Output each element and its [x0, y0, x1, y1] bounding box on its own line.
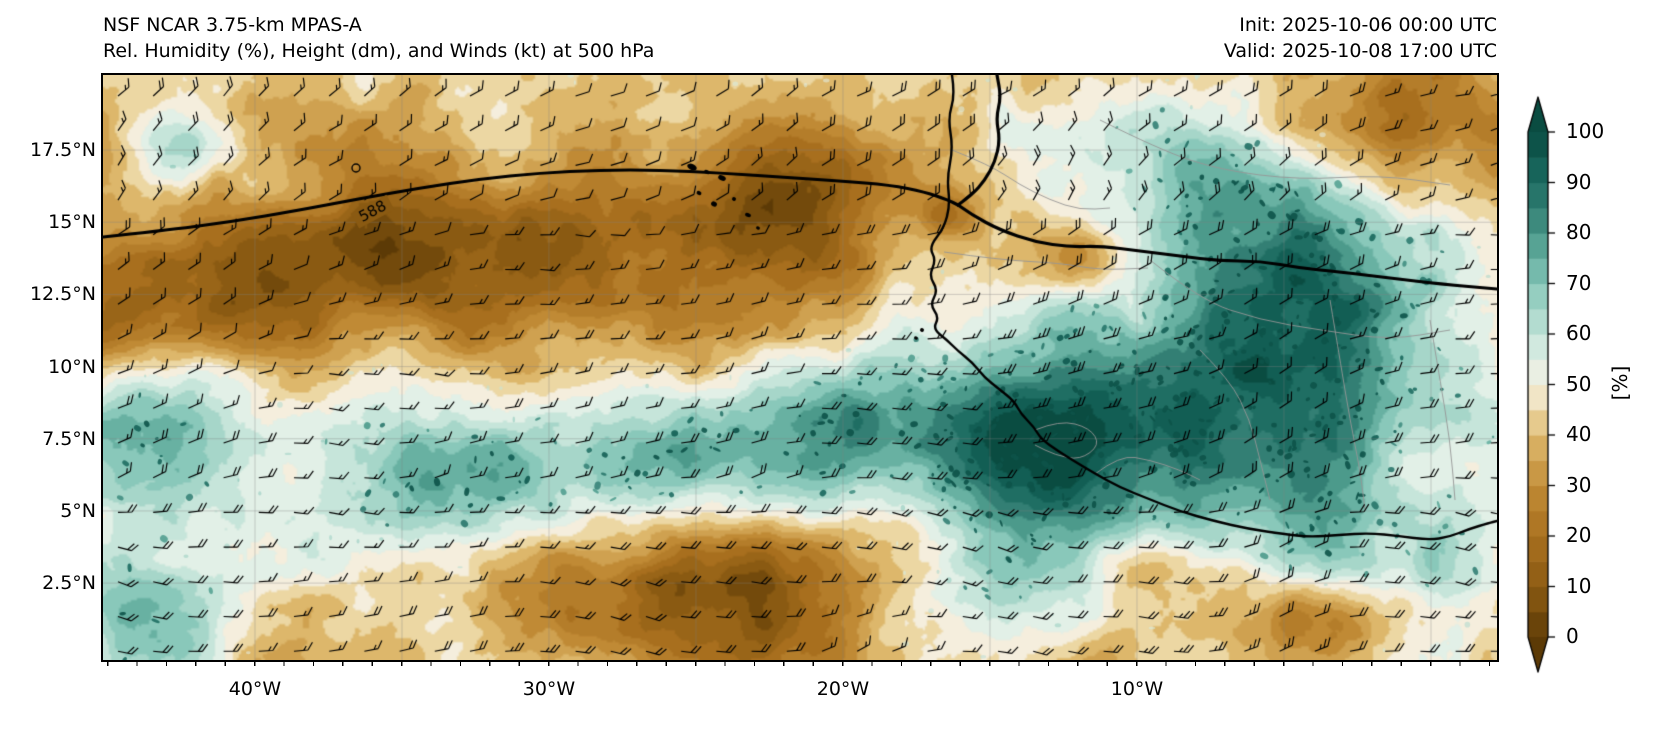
time-block: Init: 2025-10-06 00:00 UTC Valid: 2025-1… [1224, 12, 1497, 64]
lon-tick-label: 10°W [1110, 678, 1164, 700]
model-title: NSF NCAR 3.75-km MPAS-A [103, 14, 362, 36]
colorbar-tick-label: 80 [1566, 220, 1592, 244]
lon-tick-label: 20°W [816, 678, 870, 700]
lat-tick-label: 7.5°N [42, 427, 96, 450]
map-frame [101, 73, 1499, 662]
colorbar-tick-label: 100 [1566, 119, 1605, 143]
colorbar-tick-label: 50 [1566, 371, 1592, 396]
colorbar-tick-label: 40 [1566, 422, 1592, 446]
init-time: Init: 2025-10-06 00:00 UTC [1239, 14, 1497, 36]
colorbar-tick-label: 60 [1566, 321, 1592, 345]
lon-tick-label: 30°W [522, 678, 576, 700]
lat-tick-label: 15°N [48, 211, 96, 234]
lat-tick-label: 2.5°N [42, 572, 96, 595]
lon-minor-ticks [103, 662, 1497, 666]
colorbar-tick-label: 0 [1566, 624, 1579, 648]
map-canvas [103, 75, 1497, 660]
lon-tick-label: 40°W [228, 678, 282, 700]
lat-tick-label: 12.5°N [29, 283, 96, 306]
colorbar-tick-label: 10 [1566, 573, 1592, 598]
valid-time: Valid: 2025-10-08 17:00 UTC [1223, 40, 1497, 62]
lat-tick-label: 10°N [48, 355, 96, 378]
title-block: NSF NCAR 3.75-km MPAS-A Rel. Humidity (%… [103, 12, 654, 64]
colorbar-canvas [1524, 88, 1562, 680]
lat-tick-label: 17.5°N [29, 139, 96, 162]
colorbar-tick-label: 20 [1566, 523, 1592, 547]
colorbar-tick-label: 70 [1566, 270, 1592, 295]
lat-tick-label: 5°N [60, 499, 96, 522]
colorbar-tick-label: 30 [1566, 472, 1592, 497]
colorbar-tick-label: 90 [1566, 169, 1592, 194]
field-title: Rel. Humidity (%), Height (dm), and Wind… [103, 40, 655, 62]
